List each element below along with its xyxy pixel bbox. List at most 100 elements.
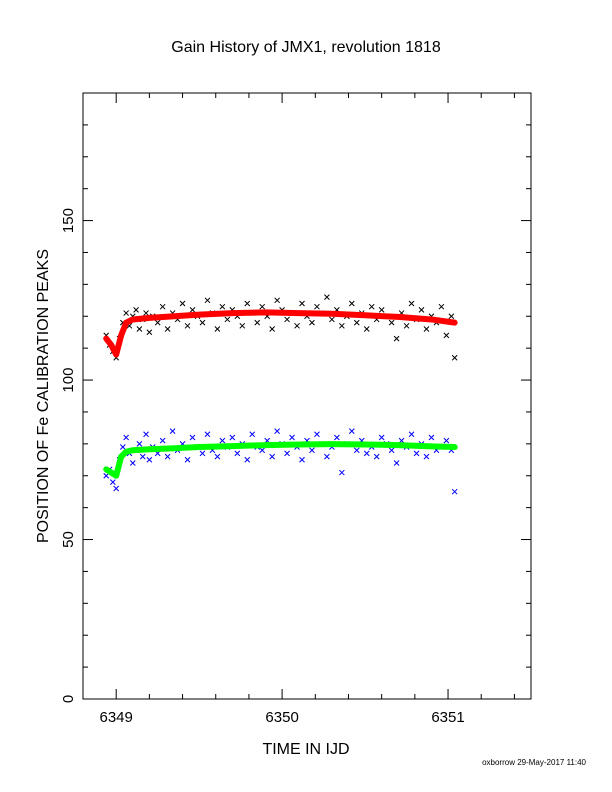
data-point: [443, 332, 450, 339]
data-point: [451, 354, 458, 361]
series-layer: [103, 294, 458, 495]
data-point: [143, 431, 149, 438]
x-tick-label: 6349: [99, 709, 132, 726]
y-tick-label: 150: [60, 208, 77, 233]
data-point: [159, 437, 166, 444]
y-tick-label: 0: [60, 695, 77, 703]
data-point: [184, 322, 191, 329]
data-point: [224, 316, 231, 323]
data-point: [179, 300, 186, 307]
data-point: [123, 434, 129, 441]
data-point: [324, 294, 330, 300]
data-point: [353, 447, 360, 454]
data-point: [146, 329, 153, 336]
data-point: [159, 303, 166, 310]
data-point: [309, 319, 315, 326]
data-point: [309, 447, 315, 454]
data-point: [368, 303, 375, 310]
data-point: [119, 444, 126, 450]
y-tick-label: 100: [60, 368, 77, 393]
data-point: [164, 326, 171, 332]
series-2: [103, 309, 458, 358]
data-point: [294, 322, 300, 329]
data-point: [249, 431, 256, 438]
data-point: [448, 313, 455, 320]
data-point: [274, 428, 280, 434]
data-point: [113, 485, 120, 492]
data-point: [363, 326, 370, 332]
series-3: [103, 441, 458, 479]
data-point: [259, 447, 266, 454]
data-point: [338, 469, 345, 476]
data-point: [428, 434, 435, 441]
data-point: [239, 322, 246, 329]
data-point: [443, 437, 450, 444]
data-point: [139, 453, 146, 460]
y-tick-label: 50: [60, 531, 77, 548]
series-0: [103, 294, 458, 361]
data-point: [259, 303, 266, 310]
data-point: [154, 319, 161, 326]
data-point: [169, 428, 176, 434]
chart-title: Gain History of JMX1, revolution 1818: [171, 39, 441, 56]
data-point: [438, 303, 445, 310]
data-point: [189, 434, 196, 441]
data-point: [423, 326, 430, 332]
fit-line: [103, 441, 458, 479]
x-tick-label: 6350: [265, 709, 298, 726]
data-point: [329, 316, 335, 323]
data-point: [393, 335, 400, 342]
data-point: [146, 456, 153, 463]
x-tick-labels: 6349 6350 6351: [99, 709, 464, 726]
data-point: [143, 310, 149, 316]
data-point: [324, 453, 330, 460]
data-point: [254, 319, 261, 326]
y-tick-labels: 0 50 100 150: [60, 208, 77, 703]
data-point: [199, 450, 206, 457]
data-point: [388, 319, 395, 326]
footer-credit: oxborrow 29-May-2017 11:40: [482, 758, 586, 767]
data-point: [269, 326, 276, 332]
data-point: [284, 316, 290, 323]
data-point: [214, 326, 221, 332]
data-point: [408, 431, 415, 438]
data-point: [189, 307, 196, 313]
x-axis-label: TIME IN IJD: [262, 741, 349, 758]
data-point: [299, 456, 305, 463]
data-point: [234, 450, 241, 457]
data-point: [129, 460, 136, 466]
data-point: [348, 300, 355, 307]
data-point: [393, 460, 400, 466]
data-point: [219, 437, 226, 444]
data-point: [348, 428, 355, 434]
data-point: [378, 434, 385, 441]
data-point: [164, 453, 171, 460]
data-point: [244, 300, 251, 307]
data-point: [353, 319, 360, 326]
data-point: [408, 300, 415, 307]
data-point: [214, 453, 221, 460]
data-point: [338, 322, 345, 329]
data-point: [184, 456, 191, 463]
data-point: [403, 322, 410, 329]
data-point: [103, 472, 110, 479]
data-point: [269, 453, 276, 460]
data-point: [378, 307, 385, 313]
data-point: [388, 447, 395, 454]
data-point: [123, 310, 129, 316]
data-point: [204, 431, 211, 438]
data-point: [229, 434, 236, 441]
data-point: [373, 453, 380, 460]
data-point: [289, 434, 295, 441]
data-point: [110, 479, 116, 485]
data-point: [204, 297, 211, 304]
data-point: [133, 307, 139, 313]
data-point: [451, 488, 458, 495]
data-point: [199, 319, 206, 326]
data-point: [299, 300, 305, 307]
series-1: [103, 428, 458, 495]
data-point: [314, 303, 320, 310]
axis-ticks: [82, 92, 531, 700]
data-point: [314, 431, 320, 438]
fit-line: [103, 309, 458, 358]
